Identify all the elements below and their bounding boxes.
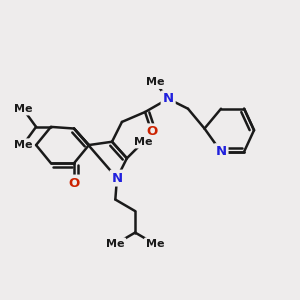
Text: Me: Me [146,239,164,249]
Text: O: O [146,125,157,138]
Text: Me: Me [134,137,153,147]
Text: O: O [68,176,80,190]
Text: N: N [215,145,226,158]
Text: Me: Me [14,104,32,114]
Text: Me: Me [14,140,32,150]
Text: Me: Me [146,77,164,87]
Text: N: N [163,92,174,105]
Text: N: N [111,172,122,184]
Text: Me: Me [106,239,124,249]
